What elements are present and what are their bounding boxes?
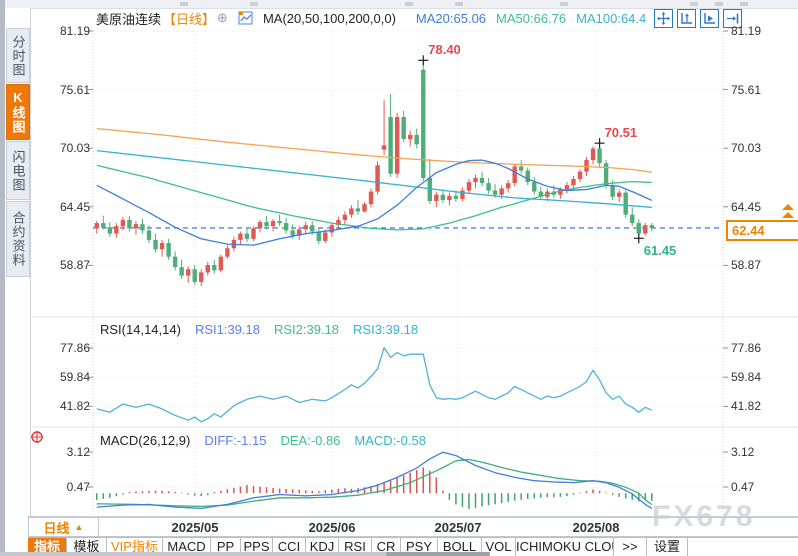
ma-settings-label[interactable]: MA(20,50,100,200,0,0) [262, 10, 396, 26]
horizontal-scrollbar-track[interactable] [0, 552, 490, 556]
toolbar-fragment [560, 2, 568, 6]
ma-values-group: MA20:65.06 MA50:66.76 MA100:64.4 [406, 11, 646, 26]
macd-values-group: DIFF:-1.15 DEA:-0.86 MACD:-0.58 [204, 433, 426, 448]
macd-value-1: DIFF:-1.15 [204, 433, 267, 448]
toolbar-fragment [715, 2, 723, 6]
add-indicator-icon[interactable]: ⊕ [217, 10, 228, 25]
price-y-label-right: 64.45 [731, 199, 762, 214]
move-chart-icon[interactable] [654, 9, 673, 28]
macd-y-label-right: 3.12 [731, 445, 755, 459]
x-axis-row: 日线 ▲ 2025/05 2025/06 2025/07 2025/08 [28, 517, 798, 537]
price-y-label-right: 70.03 [731, 141, 762, 156]
top-toolbar-strip [0, 0, 798, 9]
rsi-y-label-right: 41.82 [731, 399, 762, 414]
macd-value-2: DEA:-0.86 [280, 433, 341, 448]
sidebar-tab-2[interactable]: K线图 [6, 84, 30, 140]
indicator-tab-boll[interactable]: BOLL [438, 538, 482, 556]
toolbar-fragment [455, 2, 463, 6]
indicator-tab-macd[interactable]: MACD [163, 538, 211, 556]
rsi-y-label-left: 77.86 [59, 341, 90, 355]
rsi-title[interactable]: RSI(14,14,14) [100, 322, 181, 337]
go-to-latest-icon[interactable] [723, 9, 742, 28]
price-up-arrow-icon [782, 204, 794, 218]
indicator-tab-bar: 指标 模板 VIP指标 MACD PP PPS CCI KDJ RSI CR PSY BOLL VOL I… [28, 537, 798, 556]
indicator-tab-kdj[interactable]: KDJ [306, 538, 339, 556]
indicator-tab-rsi[interactable]: RSI [339, 538, 372, 556]
toolbar-fragment [740, 2, 748, 6]
rsi-value-1: RSI1:39.18 [194, 322, 260, 337]
indicator-tab-cci[interactable]: CCI [273, 538, 306, 556]
last-price-box: 62.44 [726, 220, 798, 241]
mini-chart-icon[interactable] [238, 11, 253, 25]
macd-y-label-left: 3.12 [66, 445, 90, 459]
indicator-tab-psy[interactable]: PSY [401, 538, 438, 556]
scale-price-axis-icon[interactable] [677, 9, 696, 28]
price-y-label-right: 81.19 [731, 24, 762, 38]
toolbar-fragment [250, 2, 258, 6]
indicator-tab-设置[interactable]: 设置 [647, 538, 688, 556]
sidebar-tab-1[interactable]: 分时图 [6, 28, 30, 83]
x-axis-date-label: 2025/08 [572, 520, 620, 535]
x-axis-date-label: 2025/05 [171, 520, 219, 535]
indicator-tab-ichimoku-cloud[interactable]: ICHIMOKU CLOUD [516, 538, 614, 556]
symbol-title: 美原油连续 [96, 11, 162, 27]
rsi-y-label-left: 59.84 [59, 370, 90, 385]
indicator-tab--[interactable]: >> [614, 538, 647, 556]
ma-value-1: MA20:65.06 [415, 10, 487, 26]
indicator-tab-vol[interactable]: VOL [482, 538, 516, 556]
indicator-tab-pp[interactable]: PP [211, 538, 241, 556]
x-axis-date-label: 2025/07 [434, 520, 482, 535]
price-y-label-right: 75.61 [731, 82, 762, 97]
rsi-y-label-left: 41.82 [59, 399, 90, 414]
indicator-tab-cr[interactable]: CR [372, 538, 401, 556]
indicator-tab-pps[interactable]: PPS [241, 538, 273, 556]
sidebar-tab-4[interactable]: 合约资料 [6, 201, 30, 277]
indicator-tab-模板[interactable]: 模板 [67, 538, 107, 556]
sidebar-rail [0, 0, 5, 556]
horizontal-scrollbar-thumb[interactable] [386, 552, 490, 556]
toolbar-fragment [180, 2, 188, 6]
chart-type-sidebar: 分时图 K线图 闪电图 合约资料 [5, 8, 31, 517]
rsi-y-label-right: 77.86 [731, 341, 762, 355]
rsi-y-label-right: 59.84 [731, 370, 762, 385]
period-selector-label: 日线 [43, 520, 70, 536]
x-axis-date-label: 2025/06 [308, 520, 356, 535]
toolbar-fragment [405, 2, 413, 6]
rsi-values-group: RSI1:39.18 RSI2:39.18 RSI3:39.18 [195, 322, 418, 337]
price-y-label-left: 75.61 [59, 82, 90, 97]
low-price-annotation: 61.45 [643, 243, 677, 259]
chart-toolbar [654, 9, 742, 28]
macd-panel-header: MACD(26,12,9) DIFF:-1.15 DEA:-0.86 MACD:-0… [100, 433, 426, 448]
ma-value-2: MA50:66.76 [496, 10, 567, 26]
rsi-value-3: RSI3:39.18 [353, 322, 419, 337]
hot-indicator-icon[interactable] [30, 430, 44, 444]
chart-header: 美原油连续 【日线】 ⊕ MA(20,50,100,200,0,0) MA20:… [96, 9, 646, 27]
auto-scroll-icon[interactable] [700, 9, 719, 28]
price-y-label-left: 64.45 [59, 199, 90, 214]
price-y-label-left: 70.03 [59, 141, 90, 156]
price-y-label-left: 58.87 [59, 258, 90, 273]
swing-high-annotation: 70.51 [604, 125, 638, 141]
ma-value-3: MA100:64.4 [576, 10, 647, 26]
chevron-up-icon: ▲ [74, 522, 84, 532]
period-selector[interactable]: 日线 ▲ [28, 518, 99, 536]
rsi-value-2: RSI2:39.18 [273, 322, 340, 337]
macd-value-3: MACD:-0.58 [354, 433, 426, 448]
price-y-label-left: 81.19 [59, 24, 90, 38]
rsi-panel-header: RSI(14,14,14) RSI1:39.18 RSI2:39.18 RSI3:3… [100, 322, 418, 337]
period-tag: 【日线】 [163, 11, 216, 27]
toolbar-fragment [690, 2, 698, 6]
indicator-tab-vip指标[interactable]: VIP指标 [107, 538, 163, 556]
macd-title[interactable]: MACD(26,12,9) [100, 433, 191, 448]
sidebar-tab-3[interactable]: 闪电图 [6, 141, 30, 200]
price-y-label-right: 58.87 [731, 258, 762, 273]
indicator-tab-指标[interactable]: 指标 [28, 538, 67, 556]
macd-y-label-left: 0.47 [66, 480, 90, 494]
macd-y-label-right: 0.47 [731, 480, 755, 494]
high-price-annotation: 78.40 [428, 42, 461, 58]
